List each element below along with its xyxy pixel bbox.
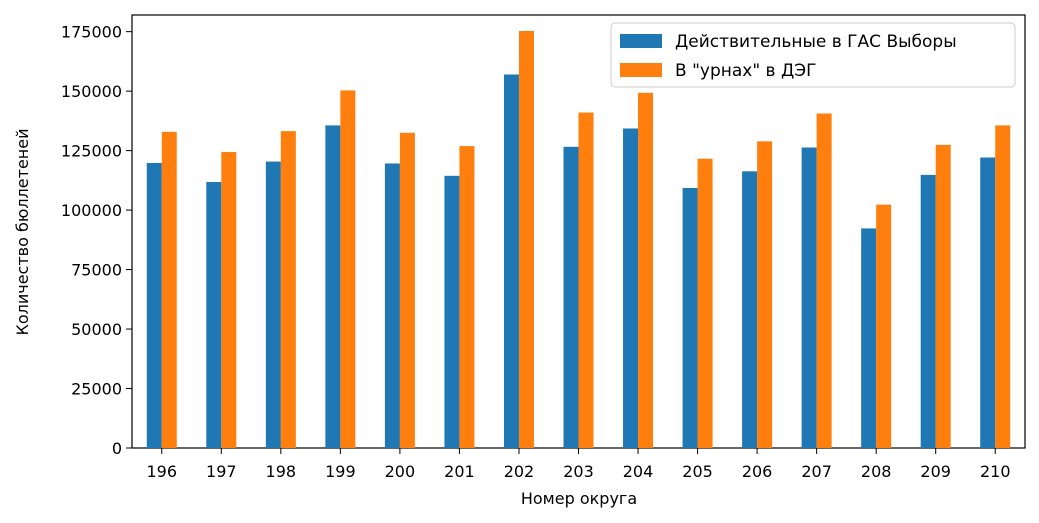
bar-deg-205 xyxy=(697,158,713,448)
bar-gas-201 xyxy=(444,175,460,449)
x-tick-label: 206 xyxy=(742,462,773,481)
bar-gas-205 xyxy=(682,187,698,448)
x-tick-label: 198 xyxy=(266,462,297,481)
bar-gas-197 xyxy=(206,182,222,448)
bar-gas-210 xyxy=(980,157,996,448)
legend-label: В "урнах" в ДЭГ xyxy=(675,61,817,81)
bar-deg-210 xyxy=(995,125,1011,449)
x-tick-label: 202 xyxy=(504,462,535,481)
x-tick-label: 204 xyxy=(623,462,654,481)
y-axis: 0 25000 50000 75000 100000 125000 150000 175000 xyxy=(61,23,132,458)
y-tick-label: 50000 xyxy=(71,320,122,339)
x-tick-label: 203 xyxy=(563,462,594,481)
legend-swatch xyxy=(620,34,662,48)
bar-gas-199 xyxy=(325,125,341,449)
y-axis-title: Количество бюллетеней xyxy=(13,129,32,336)
bar-deg-202 xyxy=(518,30,534,448)
y-tick-label: 175000 xyxy=(61,23,122,42)
bar-deg-204 xyxy=(638,92,654,449)
legend-box xyxy=(610,22,1016,88)
legend: Действительные в ГАС Выборы В "урнах" в Д… xyxy=(610,22,1016,88)
bar-gas-208 xyxy=(861,228,877,448)
x-tick-label: 210 xyxy=(980,462,1011,481)
bar-deg-208 xyxy=(876,204,892,448)
bar-gas-207 xyxy=(801,147,817,448)
bar-deg-206 xyxy=(757,141,773,449)
bar-gas-198 xyxy=(265,161,281,449)
legend-label: Действительные в ГАС Выборы xyxy=(675,32,957,52)
bar-deg-199 xyxy=(340,90,356,449)
bar-deg-203 xyxy=(578,112,594,449)
y-tick-label: 100000 xyxy=(61,201,122,220)
x-tick-label: 200 xyxy=(385,462,416,481)
x-axis-title: Номер округа xyxy=(521,489,637,508)
x-tick-label: 199 xyxy=(325,462,356,481)
y-tick-label: 125000 xyxy=(61,142,122,161)
bar-deg-209 xyxy=(935,144,951,448)
x-tick-label: 196 xyxy=(146,462,177,481)
x-tick-label: 209 xyxy=(920,462,951,481)
x-tick-label: 201 xyxy=(444,462,475,481)
x-tick-label: 208 xyxy=(861,462,892,481)
y-tick-label: 0 xyxy=(112,439,122,458)
y-tick-label: 150000 xyxy=(61,82,122,101)
y-tick-label: 25000 xyxy=(71,380,122,399)
bar-deg-201 xyxy=(459,146,475,449)
bar-gas-196 xyxy=(146,162,162,448)
x-axis: 196 197 198 199 200 201 202 203 204 205 206 207 208 2… xyxy=(146,448,1011,481)
x-tick-label: 205 xyxy=(682,462,713,481)
bars xyxy=(146,30,1011,449)
x-tick-label: 197 xyxy=(206,462,237,481)
bar-deg-196 xyxy=(161,131,177,449)
bar-gas-204 xyxy=(623,128,639,448)
x-tick-label: 207 xyxy=(801,462,832,481)
bar-gas-202 xyxy=(503,74,519,448)
bar-deg-200 xyxy=(399,132,415,448)
bar-gas-200 xyxy=(384,163,400,448)
bar-deg-198 xyxy=(280,131,296,448)
bar-gas-203 xyxy=(563,146,579,449)
bar-deg-197 xyxy=(221,152,237,449)
legend-swatch xyxy=(620,63,662,77)
bar-gas-209 xyxy=(920,174,936,448)
bar-gas-206 xyxy=(742,171,758,449)
bar-deg-207 xyxy=(816,113,832,448)
y-tick-label: 75000 xyxy=(71,261,122,280)
